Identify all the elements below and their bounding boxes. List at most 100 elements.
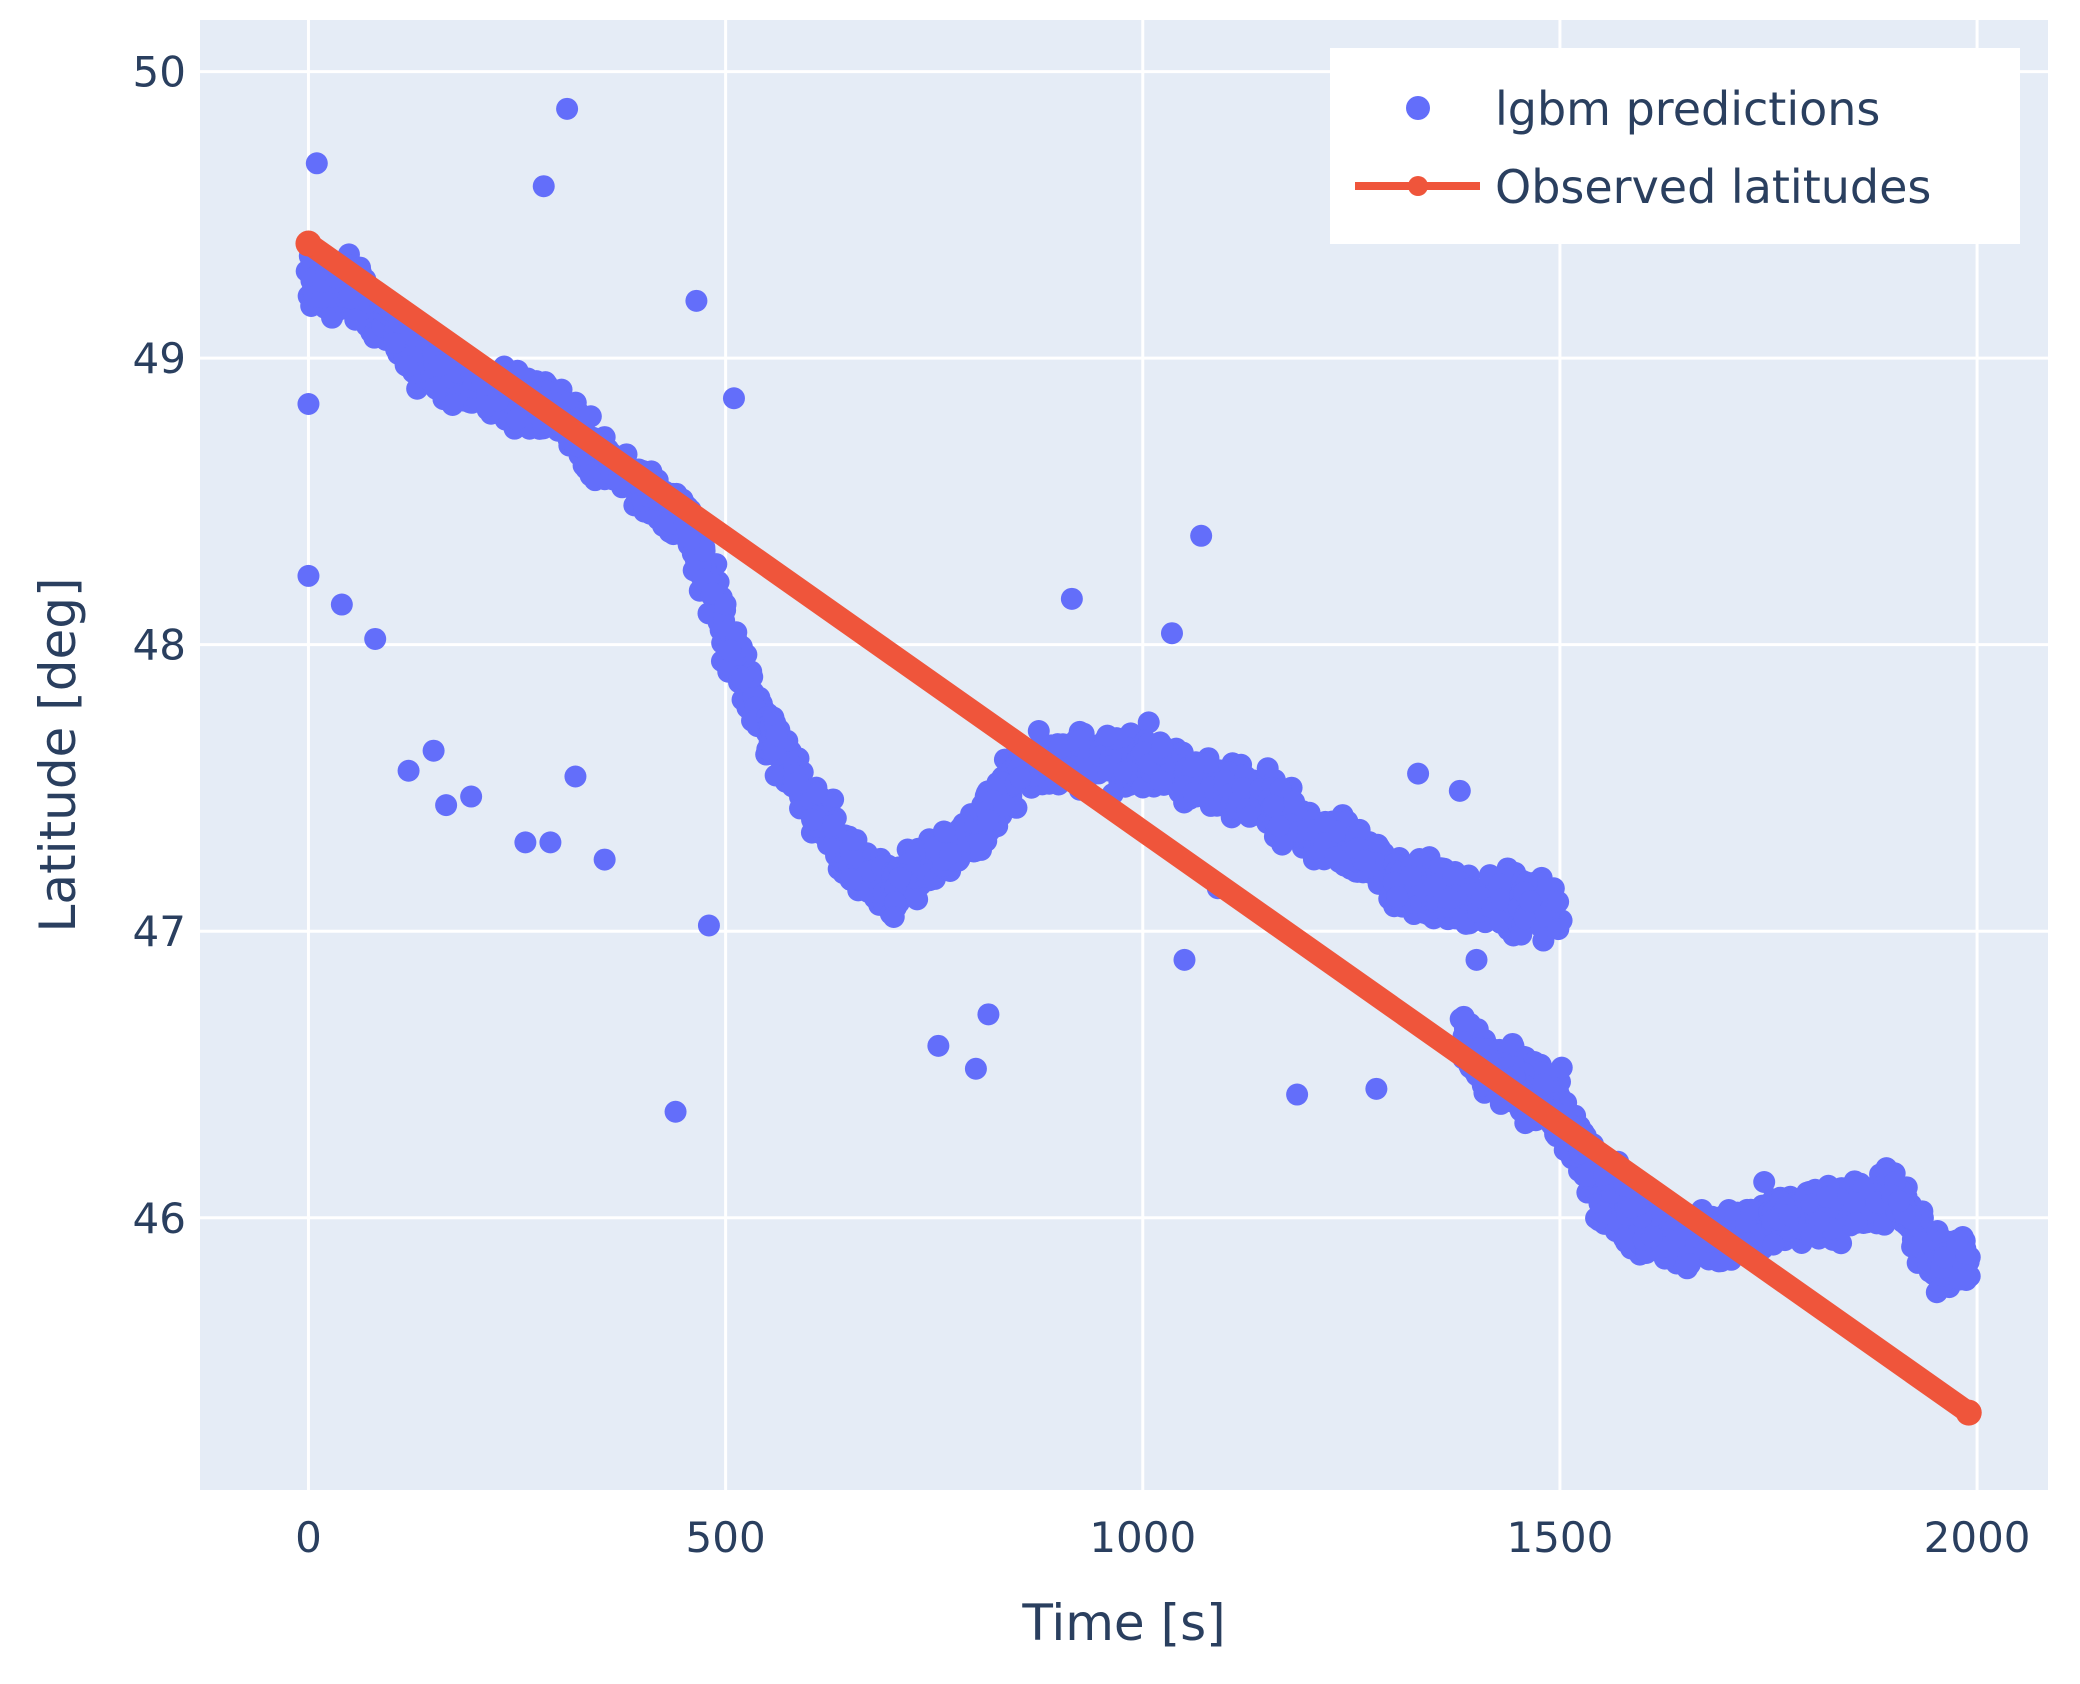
y-tick-label: 49 [133,334,186,383]
prediction-point [1438,887,1461,910]
x-axis-title: Time [s] [1021,1594,1225,1652]
prediction-point [1137,711,1160,734]
prediction-point [1933,1246,1956,1269]
prediction-point [1815,1186,1838,1209]
prediction-point [821,814,844,837]
prediction-point [364,627,387,650]
prediction-point [305,152,328,175]
observed-line [297,232,1980,1424]
prediction-point [425,377,448,400]
prediction-point [435,794,458,817]
prediction-point [1173,948,1196,971]
prediction-point [1843,1191,1866,1214]
prediction-point [806,782,829,805]
prediction-point [783,772,806,795]
prediction-point [927,1034,950,1057]
prediction-point [731,667,754,690]
observed-point [1955,1399,1982,1426]
prediction-point [1314,810,1337,833]
prediction-point [977,1003,1000,1026]
prediction-point [1547,918,1570,941]
x-tick-label: 2000 [1924,1513,2031,1562]
prediction-point [1407,762,1430,785]
y-tick-label: 48 [133,621,186,670]
prediction-point [1448,779,1471,802]
prediction-point [1160,622,1183,645]
prediction-point [330,593,353,616]
x-tick-label: 500 [686,1513,766,1562]
legend-label-predictions: lgbm predictions [1495,82,1880,136]
prediction-point [297,564,320,587]
y-tick-label: 50 [133,48,186,97]
prediction-point [1365,1077,1388,1100]
prediction-point [801,808,824,831]
prediction-point [714,593,737,616]
prediction-point [977,809,1000,832]
prediction-point [1513,907,1536,930]
prediction-point [1238,805,1261,828]
prediction-point [1267,814,1290,837]
prediction-point [1762,1233,1785,1256]
prediction-point [1613,1227,1636,1250]
prediction-point [556,97,579,120]
prediction-point [1465,948,1488,971]
prediction-point [1286,1083,1309,1106]
prediction-point [539,831,562,854]
prediction-point [1231,776,1254,799]
prediction-point [1353,849,1376,872]
prediction-point [1845,1211,1868,1234]
prediction-point [1739,1198,1762,1221]
prediction-point [460,785,483,808]
prediction-point [1182,782,1205,805]
prediction-point [1150,770,1173,793]
prediction-point [1048,737,1071,760]
prediction-point [1190,524,1213,547]
prediction-point [422,739,445,762]
prediction-point [964,1057,987,1080]
prediction-point [1348,818,1371,841]
prediction-point [722,387,745,410]
prediction-point [1532,1073,1555,1096]
prediction-point [383,331,406,354]
observed-point [295,230,322,257]
prediction-point [564,765,587,788]
prediction-point [1262,794,1285,817]
prediction-point [593,848,616,871]
prediction-point [1454,1010,1477,1033]
prediction-point [652,514,675,537]
prediction-point [1096,724,1119,747]
legend-box [1330,48,2020,244]
y-tick-label: 46 [133,1194,186,1243]
x-tick-labels: 0 500 1000 1500 2000 [295,1513,2030,1562]
prediction-point [939,842,962,865]
prediction-point [1490,888,1513,911]
legend: lgbm predictions Observed latitudes [1330,48,2020,244]
prediction-point [678,527,701,550]
prediction-point [888,866,911,889]
prediction-point [882,905,905,928]
prediction-point [1887,1190,1910,1213]
prediction-point [664,1100,687,1123]
prediction-point [1027,720,1050,743]
prediction-point [1399,864,1422,887]
prediction-point [428,354,451,377]
observed-series-markers [295,230,1982,1426]
prediction-point [297,392,320,415]
prediction-point [1271,833,1294,856]
prediction-point [1424,874,1447,897]
prediction-point [1530,905,1553,928]
prediction-point [339,287,362,310]
prediction-point [1620,1196,1643,1219]
prediction-point [344,308,367,331]
legend-label-observed: Observed latitudes [1495,160,1931,214]
x-tick-label: 1500 [1506,1513,1613,1562]
prediction-point [697,914,720,937]
prediction-point [1800,1224,1823,1247]
prediction-point [765,724,788,747]
prediction-point [906,888,929,911]
x-tick-label: 1000 [1089,1513,1196,1562]
prediction-point [1678,1253,1701,1276]
y-axis-title: Latitude [deg] [29,578,87,933]
prediction-point [1753,1170,1776,1193]
